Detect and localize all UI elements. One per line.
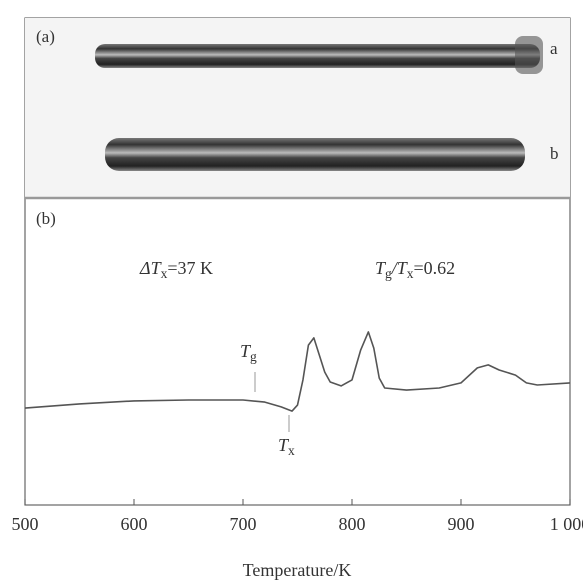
annotation-part: x bbox=[161, 266, 168, 281]
annotation-part: =37 K bbox=[167, 258, 213, 278]
annotation-part: ΔT bbox=[139, 258, 163, 278]
panel-label: (a) bbox=[36, 27, 55, 46]
annotation: Tg/Tx=0.62 bbox=[375, 258, 455, 281]
rod-b bbox=[105, 138, 525, 171]
x-tick-label: 900 bbox=[448, 514, 475, 534]
annotation-part: T bbox=[240, 341, 252, 361]
annotation: ΔTx=37 K bbox=[139, 258, 213, 281]
x-tick-label: 1 000 bbox=[550, 514, 583, 534]
annotation: Tg bbox=[240, 341, 257, 364]
dsc-curve bbox=[24, 331, 571, 412]
rod-a-end bbox=[515, 36, 543, 74]
x-axis-label: Temperature/K bbox=[243, 560, 352, 580]
annotation-part: g bbox=[385, 266, 392, 281]
annotation-part: T bbox=[375, 258, 387, 278]
annotation-part: g bbox=[250, 349, 257, 364]
x-tick-label: 700 bbox=[230, 514, 257, 534]
x-tick-label: 800 bbox=[339, 514, 366, 534]
annotation-part: x bbox=[407, 266, 414, 281]
sample-label: b bbox=[550, 144, 559, 163]
sample-label: a bbox=[550, 39, 558, 58]
x-tick-label: 500 bbox=[12, 514, 39, 534]
annotation-part: x bbox=[288, 443, 295, 458]
rod-a bbox=[95, 44, 540, 68]
panel-label: (b) bbox=[36, 209, 56, 228]
annotation-part: =0.62 bbox=[414, 258, 456, 278]
annotation-part: /T bbox=[391, 258, 409, 278]
annotation: Tx bbox=[278, 435, 295, 458]
annotation-part: T bbox=[278, 435, 290, 455]
x-tick-label: 600 bbox=[121, 514, 148, 534]
